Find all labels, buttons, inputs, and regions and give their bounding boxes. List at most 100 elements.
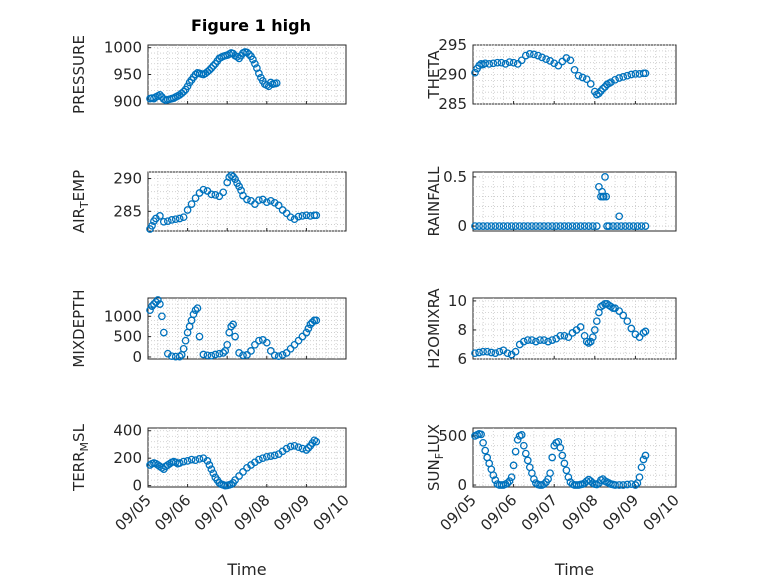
data-point	[485, 60, 494, 68]
y-tick-label: 500	[438, 427, 467, 445]
data-point	[475, 222, 483, 230]
data-point	[207, 351, 216, 360]
data-point	[641, 222, 650, 230]
data-point	[227, 322, 236, 331]
data-point	[219, 188, 228, 197]
data-point	[489, 59, 498, 68]
y-tick-label: 285	[438, 95, 467, 113]
data-point	[611, 481, 619, 489]
data-point	[552, 222, 561, 230]
data-point	[550, 59, 559, 68]
data-point	[270, 451, 279, 460]
data-point	[597, 87, 605, 95]
data-point	[475, 348, 483, 357]
data-point	[223, 340, 232, 349]
y-axis-label: SUNFLUX	[425, 424, 446, 491]
data-point	[540, 336, 548, 344]
data-point	[156, 300, 164, 308]
data-point	[203, 457, 212, 465]
x-tick-label: 09/10	[640, 491, 683, 534]
data-point	[156, 212, 164, 220]
data-point	[560, 459, 569, 468]
data-point	[479, 222, 487, 230]
x-axis-label: Time	[226, 560, 266, 579]
data-point	[523, 456, 532, 465]
data-point	[183, 457, 192, 465]
y-tick-label: 500	[113, 328, 142, 346]
y-tick-label: 8	[457, 321, 467, 339]
data-point	[528, 336, 536, 344]
data-point	[266, 452, 275, 460]
data-point	[227, 171, 236, 180]
data-point	[181, 336, 190, 345]
data-point	[503, 222, 512, 230]
y-axis-label: MIXDEPTH	[70, 289, 88, 367]
data-point	[156, 91, 164, 99]
data-point	[195, 332, 204, 341]
data-point	[255, 336, 263, 345]
data-point	[568, 222, 577, 230]
data-point	[536, 222, 544, 230]
data-point	[290, 340, 299, 349]
data-point	[625, 222, 634, 230]
x-tick-label: 09/10	[310, 491, 353, 534]
data-point	[272, 79, 281, 87]
y-tick-label: 400	[113, 422, 142, 440]
data-point	[505, 58, 514, 66]
data-point	[519, 441, 528, 450]
data-point	[179, 213, 188, 222]
data-point	[481, 446, 490, 455]
data-point	[312, 437, 321, 446]
data-point	[286, 442, 295, 451]
data-point	[637, 222, 646, 230]
data-point	[179, 344, 188, 353]
data-point	[302, 446, 311, 454]
data-point	[171, 458, 180, 467]
data-point	[471, 349, 479, 358]
data-point	[544, 337, 552, 346]
data-point	[294, 443, 303, 452]
subplot-1: 900 950 1000 PRESSURE	[70, 35, 347, 114]
data-point	[479, 347, 487, 356]
data-point	[211, 350, 220, 359]
data-point	[639, 329, 648, 337]
data-point	[193, 304, 202, 313]
data-point	[266, 196, 275, 205]
data-point	[278, 351, 287, 359]
y-tick-label: 1000	[104, 307, 142, 325]
x-tick-label: 09/05	[112, 491, 155, 534]
data-point	[538, 53, 546, 62]
data-point	[515, 222, 524, 230]
y-axis-label: TERRMSL	[70, 423, 91, 492]
data-point	[255, 69, 263, 78]
data-point	[564, 473, 573, 482]
data-point	[183, 206, 192, 214]
data-point	[179, 87, 188, 96]
data-point	[215, 192, 224, 201]
data-point	[556, 443, 565, 452]
data-point	[519, 337, 528, 346]
data-point	[493, 58, 502, 67]
data-point	[205, 461, 214, 469]
data-point	[487, 348, 496, 357]
data-point	[312, 316, 321, 325]
data-point	[615, 307, 624, 315]
data-point	[615, 74, 624, 82]
data-point	[528, 222, 536, 230]
data-point	[286, 344, 295, 353]
data-point	[501, 60, 510, 68]
data-point	[511, 222, 520, 230]
data-point	[191, 194, 200, 203]
figure-title: Figure 1 high	[191, 16, 311, 35]
data-point	[548, 453, 557, 462]
axes-frame	[472, 171, 677, 232]
data-point	[235, 182, 243, 191]
data-point	[507, 473, 516, 482]
data-point	[530, 475, 538, 483]
subplot-5: 0 500 1000 MIXDEPTH	[70, 289, 347, 368]
data-point	[207, 64, 216, 72]
x-tick-label: 09/08	[230, 491, 273, 534]
data-point	[619, 73, 628, 81]
